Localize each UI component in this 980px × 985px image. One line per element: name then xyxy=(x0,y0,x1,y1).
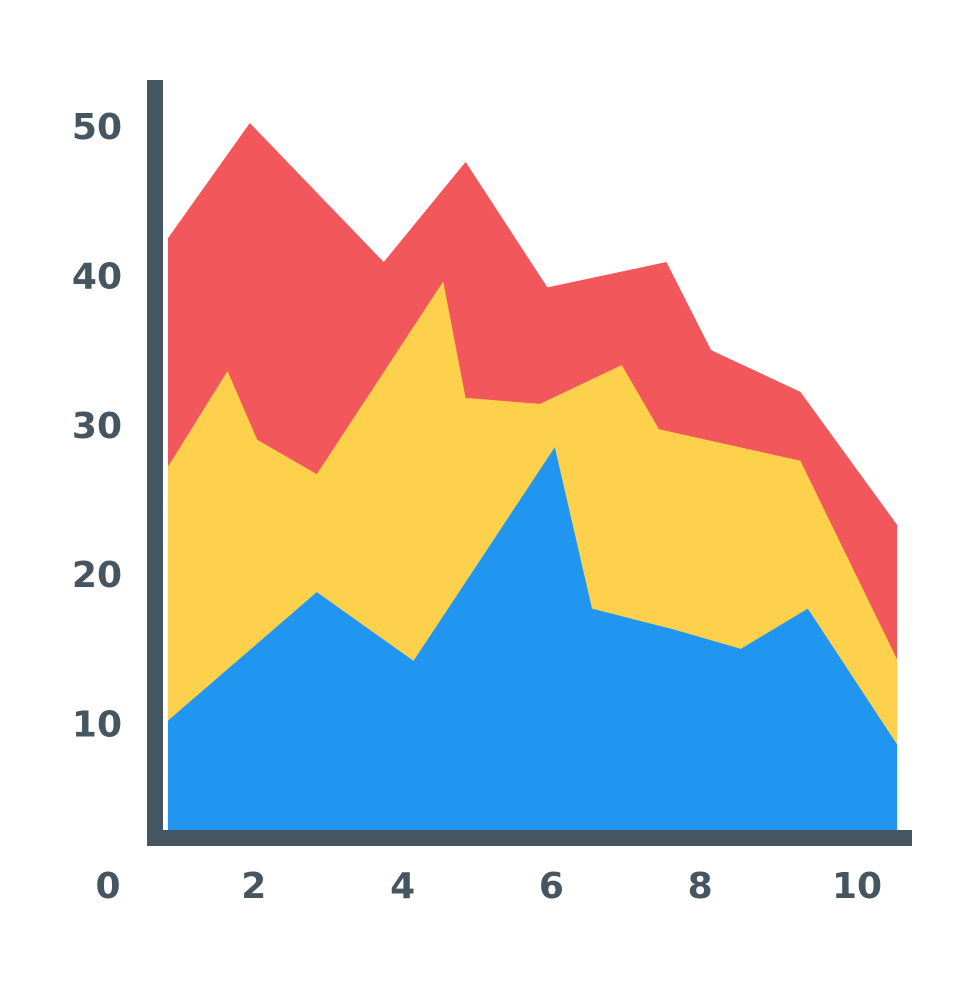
x-axis-line xyxy=(147,830,912,846)
y-tick-label: 30 xyxy=(72,406,122,447)
x-tick-label: 4 xyxy=(390,866,415,907)
y-tick-label: 10 xyxy=(72,705,122,746)
y-axis-line xyxy=(147,80,163,846)
axes xyxy=(147,80,912,846)
x-tick-labels: 0 2 4 6 8 10 xyxy=(95,866,882,907)
y-tick-labels: 10 20 30 40 50 xyxy=(72,107,122,746)
x-tick-label: 6 xyxy=(539,866,564,907)
x-tick-label: 2 xyxy=(241,866,266,907)
x-tick-label: 0 xyxy=(95,866,120,907)
area-layers xyxy=(167,123,898,830)
area-series-1 xyxy=(167,447,898,830)
x-tick-label: 10 xyxy=(832,866,882,907)
y-tick-label: 50 xyxy=(72,107,122,148)
y-tick-label: 40 xyxy=(72,256,122,297)
y-tick-label: 20 xyxy=(72,555,122,596)
x-tick-label: 8 xyxy=(688,866,713,907)
